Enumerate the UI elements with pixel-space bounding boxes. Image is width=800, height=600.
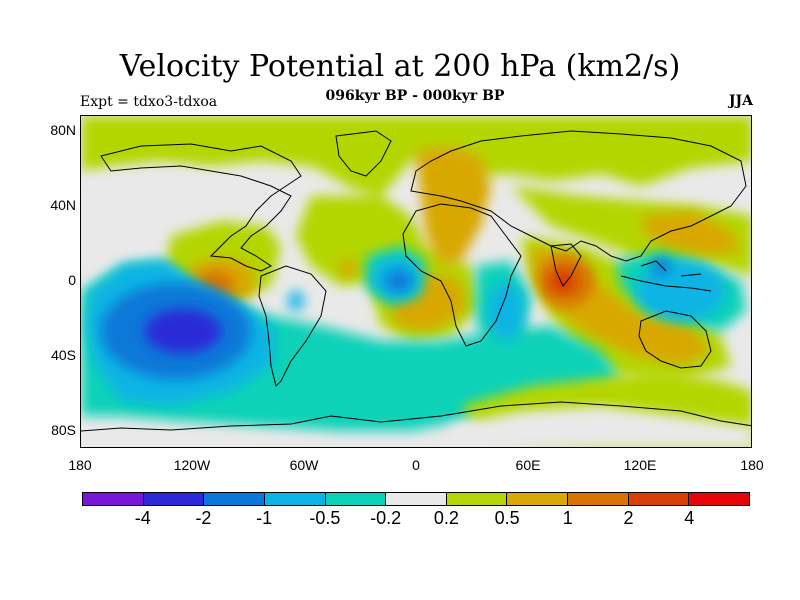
coast-north-america [100,143,302,272]
field-antarctic-near-zero [451,406,751,447]
coast-antarctica [81,401,751,432]
coast-south-america [258,265,327,387]
coast-india [550,243,582,287]
coast-australia [638,310,712,369]
velocity-potential-map [81,116,751,447]
colorbar-label: 2 [623,508,634,528]
colorbar-label: 4 [684,508,695,528]
field-indonesia-weak [636,261,726,321]
colorbar-box-1 [143,493,205,505]
colorbar-label: 0.5 [494,508,520,528]
field-asia-positive [511,186,751,276]
lon-tick-180e: 180 [740,457,764,473]
lon-tick-0: 0 [412,457,420,473]
lat-tick-80n: 80N [50,122,76,138]
coast-africa [402,203,522,347]
season-label: JJA [728,93,753,109]
field-north-positive [81,116,751,196]
lon-tick-60e: 60E [515,457,541,473]
lat-tick-80s: 80S [51,422,76,438]
lat-tick-40n: 40N [50,197,76,213]
lat-tick-0: 0 [68,272,76,288]
page-title: Velocity Potential at 200 hPa (km2/s) [119,49,681,84]
colorbar-label: -2 [195,508,212,528]
experiment-label: Expt = tdxo3-tdxoa [80,94,218,110]
colorbar-label: 0.2 [433,508,459,528]
colorbar-label: -1 [256,508,273,528]
colorbar-box-9 [628,493,690,505]
coast-eurasia [410,130,747,262]
field-spacific-core [145,309,221,353]
colorbar-box-7 [507,493,569,505]
colorbar-box-5 [386,493,447,505]
lat-tick-40s: 40S [51,347,76,363]
field-atlantic-moderate [386,270,412,292]
colorbar-label: -0.2 [370,508,402,528]
colorbar-label: 1 [562,508,573,528]
colorbar [82,492,750,506]
coast-greenland [335,130,392,177]
lon-tick-120e: 120E [623,457,657,473]
field-eafrica-weak [488,281,524,341]
field-samerica-weak [288,291,304,311]
colorbar-box-0 [83,493,144,505]
colorbar-box-10 [689,493,750,505]
coast-indonesia [620,260,712,292]
colorbar-box-6 [446,493,508,505]
lon-tick-120w: 120W [173,457,211,473]
map-panel [80,115,752,448]
lon-tick-180w: 180 [68,457,92,473]
lon-tick-60w: 60W [289,457,319,473]
field-easia-moderate [641,211,741,256]
field-atlantic-small [338,260,358,276]
colorbar-box-4 [325,493,387,505]
colorbar-label: -0.5 [309,508,341,528]
colorbar-box-8 [568,493,629,505]
plot-subtitle: 096kyr BP - 000kyr BP [325,88,505,104]
coastlines [81,130,751,432]
colorbar-box-3 [264,493,326,505]
colorbar-label: -4 [134,508,151,528]
colorbar-box-2 [204,493,265,505]
